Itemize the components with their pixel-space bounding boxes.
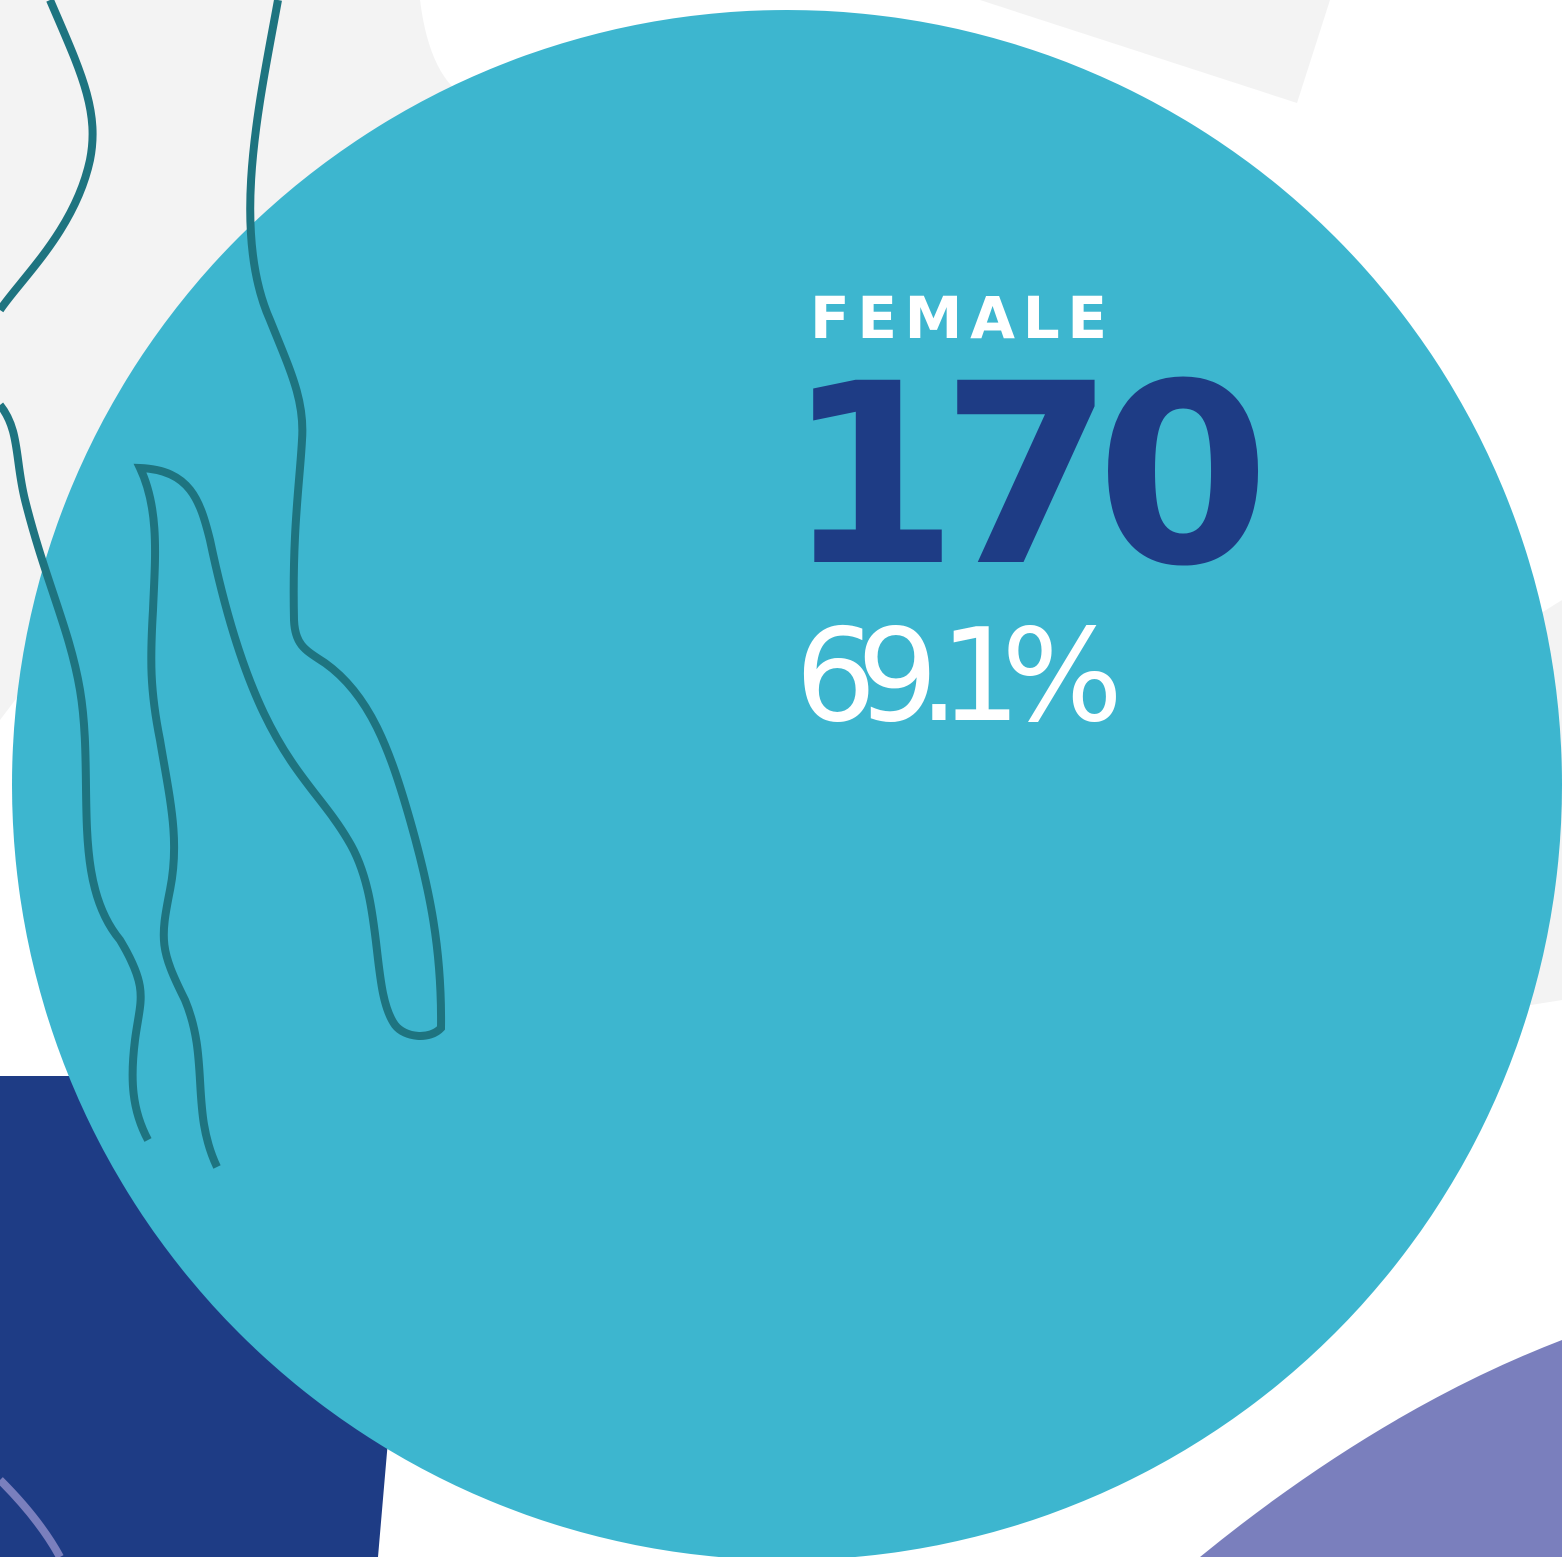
decor-lines (0, 0, 446, 1169)
label: FEMALE (810, 284, 1107, 352)
bg-line (0, 1477, 64, 1557)
percent: 69.1% (795, 602, 1123, 751)
circle (12, 10, 1562, 1557)
bg-shape (980, 0, 1330, 103)
count: 170 (785, 330, 1270, 621)
bg-shape (1200, 1340, 1562, 1557)
